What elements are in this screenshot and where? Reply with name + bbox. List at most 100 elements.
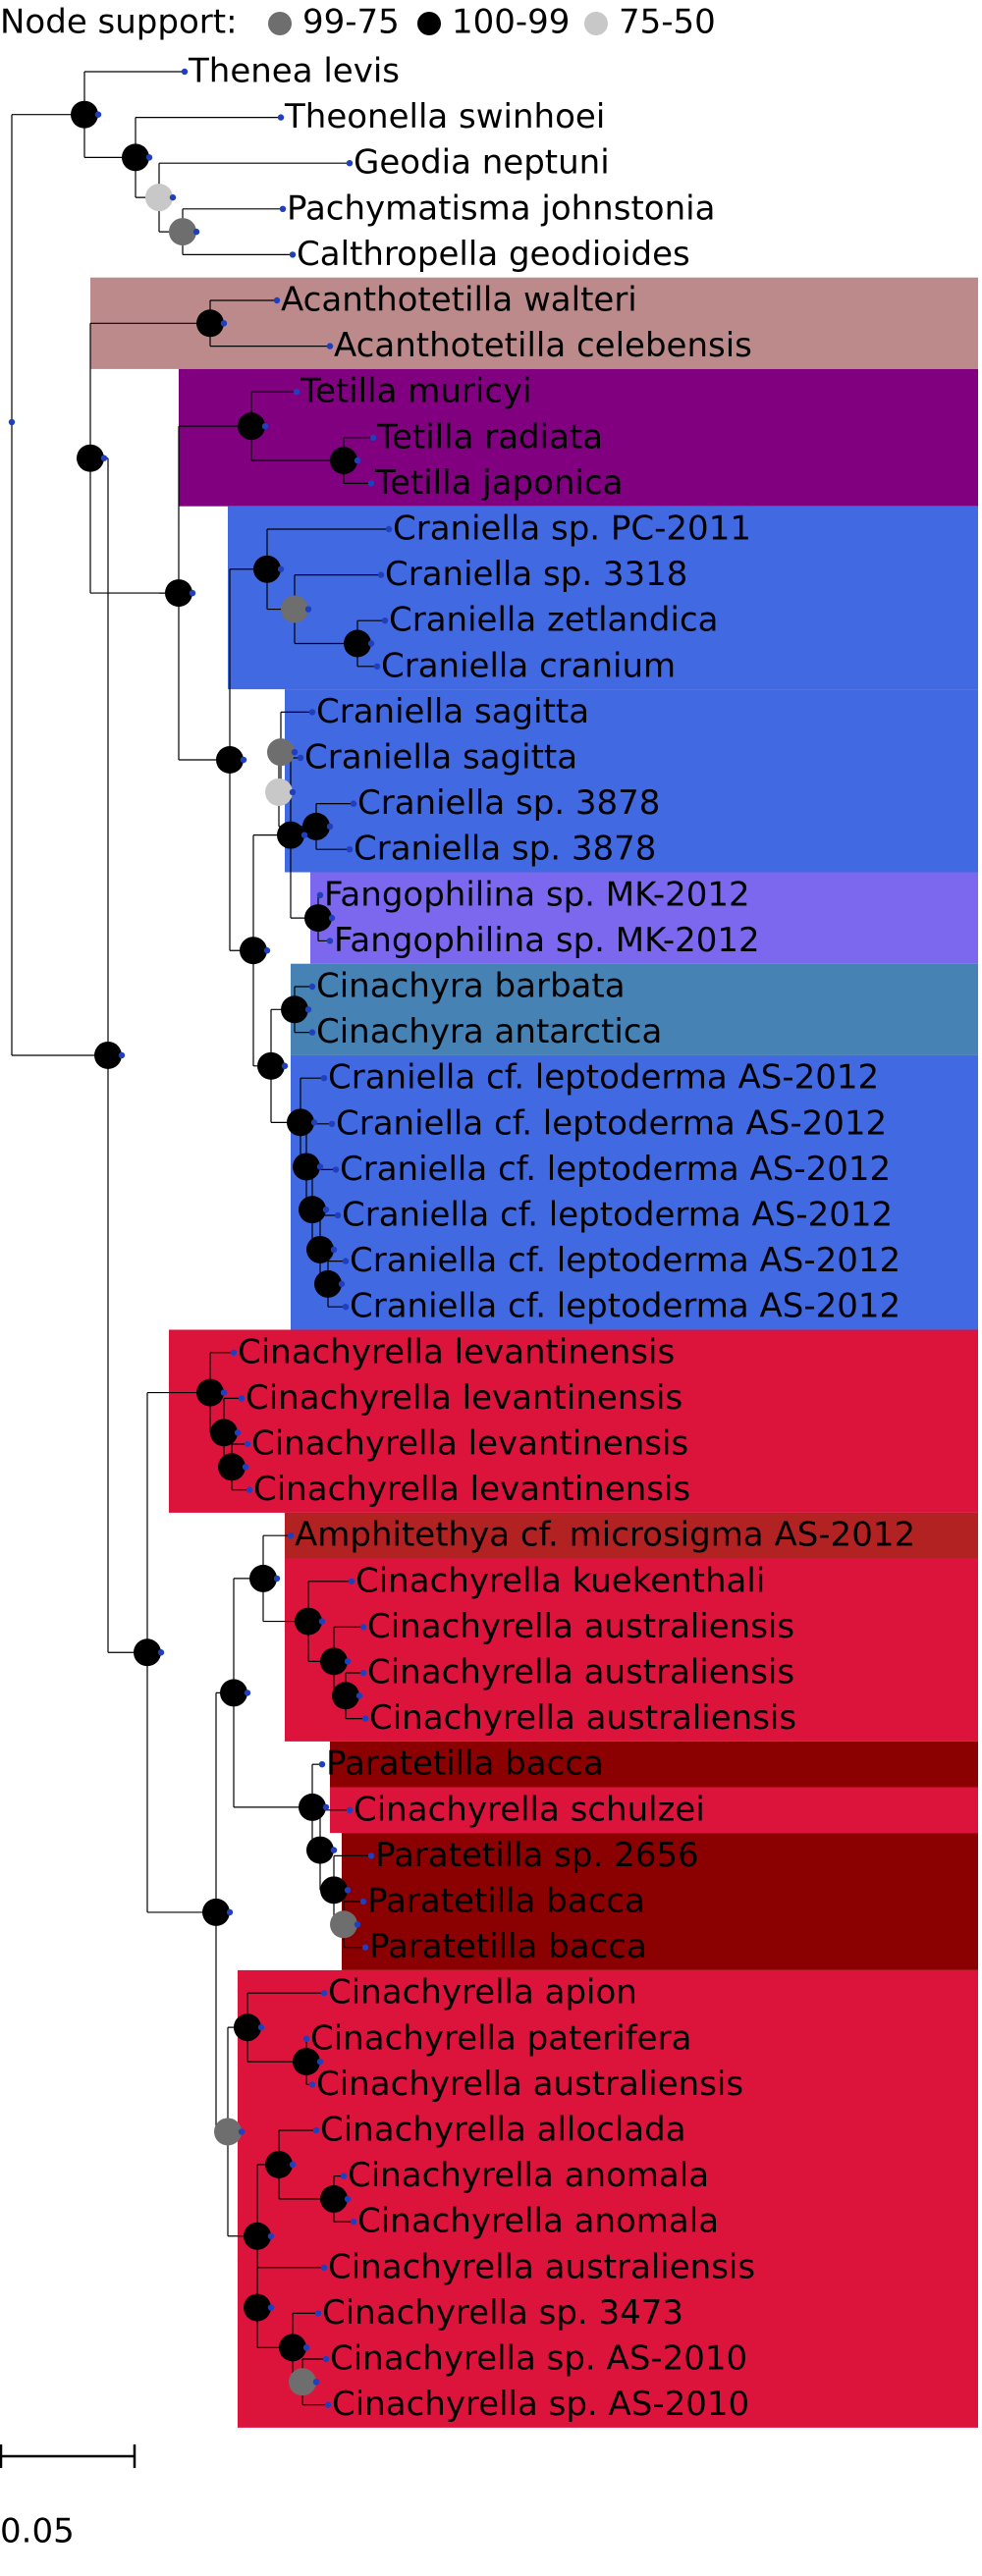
taxon-label: Cinachyrella australiensis [367,1607,794,1646]
clade-highlight-paratetilla [342,1833,978,1970]
support-node-mid [289,2368,316,2396]
support-node-high [306,1235,334,1263]
node-marker [238,2128,246,2135]
support-node-low [265,778,293,806]
support-node-high [244,2293,271,2322]
tip-marker [381,617,389,624]
support-node-high [295,1607,322,1636]
node-marker [169,193,177,201]
tip-marker [340,2173,348,2179]
support-node-high [320,1876,348,1905]
node-marker [338,1280,346,1288]
taxon-label: Paratetilla sp. 2656 [375,1836,699,1875]
taxon-label: Cinachyrella australiensis [316,2065,743,2104]
node-marker [192,228,200,236]
node-marker [273,1575,281,1583]
taxon-label: Cinachyrella schulzei [354,1790,705,1829]
tip-marker [277,114,285,121]
node-marker [157,1649,165,1656]
node-marker [281,1062,289,1070]
support-node-high [210,1419,238,1447]
taxon-label: Theonella swinhoei [284,97,605,136]
support-node-high [134,1638,161,1667]
clade-highlight-craniella [285,689,978,873]
legend-title: Node support: [0,3,238,42]
taxon-label: Craniella cranium [381,646,676,685]
taxon-label: Craniella cf. leptoderma AS-2012 [340,1150,891,1189]
tip-marker [367,480,375,487]
tip-marker [367,1852,375,1859]
tip-marker [320,2264,328,2271]
taxon-label-layer: Thenea levis Theonella swinhoei Geodia nep… [188,52,915,2425]
taxon-label: Craniella cf. leptoderma AS-2012 [328,1058,879,1098]
clade-highlight-fangophilina [310,872,978,964]
taxon-label: Paratetilla bacca [367,1882,645,1921]
taxon-label: Paratetilla bacca [369,1927,647,1966]
taxon-label: Cinachyrella australiensis [328,2247,755,2286]
taxon-label: Cinachyrella anomala [357,2202,719,2241]
support-node-high [94,1041,122,1069]
support-node-high [281,995,308,1024]
node-marker [220,320,228,327]
taxon-label: Cinachyrella sp. AS-2010 [330,2339,747,2379]
node-marker [367,640,375,647]
support-node-high [216,746,244,775]
support-node-high [218,1453,246,1481]
tip-marker [346,160,354,167]
taxon-label: Paratetilla bacca [326,1744,604,1784]
legend-swatch-75-50 [584,12,608,35]
taxon-label: Cinachyrella australiensis [367,1653,794,1692]
taxon-label: Cinachyrella kuekenthali [355,1561,765,1600]
support-node-high [293,1153,320,1181]
taxon-label: Cinachyrella paterifera [310,2018,691,2058]
taxon-label: Cinachyra antarctica [316,1012,662,1051]
tip-marker [308,709,316,716]
tip-marker [326,343,334,349]
node-marker [302,2344,310,2351]
tip-marker [342,1304,350,1311]
node-marker [100,455,108,461]
taxon-label: Craniella zetlandica [389,601,718,640]
node-marker [322,1206,330,1213]
clade-highlight-craniella [291,1054,978,1330]
taxon-label: Craniella sp. 3878 [357,783,660,823]
tip-marker [289,251,297,258]
tip-marker [350,2219,357,2226]
tip-marker [238,1395,246,1402]
taxon-label: Tetilla japonica [374,463,623,503]
support-node-high [122,143,149,172]
tip-marker [246,1486,253,1493]
support-node-high [330,447,357,475]
support-node-high [332,1682,359,1710]
support-node-high [302,812,330,840]
tip-marker [312,2126,320,2134]
node-marker [240,756,247,764]
support-node-high [299,1196,326,1224]
node-marker [354,456,361,464]
support-node-high [253,555,281,583]
node-marker [310,1119,318,1126]
taxon-label: Cinachyrella australiensis [369,1698,796,1738]
tip-marker [346,1806,354,1814]
legend-swatch-99-75 [268,12,292,35]
taxon-label: Fangophilina sp. MK-2012 [324,875,750,914]
support-node-high [234,2013,261,2042]
support-node-high [265,2150,293,2178]
taxon-label: Cinachyrella apion [328,1973,637,2012]
support-node-high [293,2048,320,2076]
tip-marker [359,1898,367,1905]
root-marker [8,418,16,426]
node-marker [322,1803,330,1811]
taxon-label: Geodia neptuni [354,143,610,183]
node-marker [304,606,312,613]
taxon-label: Acanthotetilla celebensis [334,326,752,365]
support-node-high [344,629,371,658]
taxon-label: Craniella sp. 3318 [385,555,687,594]
support-node-high [196,1378,224,1407]
support-node-high [77,444,104,472]
tip-marker [328,1120,336,1128]
clade-highlight-acanthotetilla [90,277,978,369]
tip-marker [350,800,357,807]
taxon-label: Craniella cf. leptoderma AS-2012 [336,1103,887,1143]
